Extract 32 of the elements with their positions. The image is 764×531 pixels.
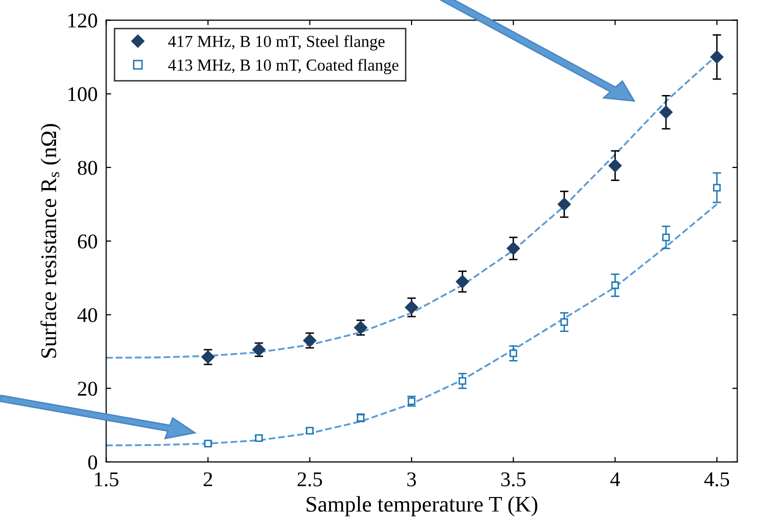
point [560,318,568,326]
point [611,281,619,290]
point [713,184,721,192]
x-tick-label: 4.5 [704,472,730,486]
legend-label: 417 MHz, B 10 mT, Steel flange [168,35,385,51]
y-tick-label: 40 [77,308,98,322]
point [458,377,466,385]
y-axis-title: Surface resistance R$_{s}$ (nΩ) [40,124,61,358]
x-tick-label: 1.5 [95,472,118,486]
y-tick-label: 20 [78,382,98,396]
point [506,242,520,256]
y-tick-label: 60 [78,234,98,249]
point [710,50,724,64]
point [404,300,418,314]
x-tick-label: 4 [610,472,620,486]
point [659,106,673,119]
y-tick-label: 100 [68,87,98,102]
point [510,350,518,358]
point [456,274,470,288]
point [558,198,571,211]
x-axis-title: Sample temperature T (K) [306,496,538,516]
x-tick-label: 3 [407,472,416,486]
y-tick-label: 0 [88,455,98,470]
point [608,159,622,172]
x-tick-label: 2.5 [298,472,322,486]
legend-label: 413 MHz, B 10 mT, Coated flange [168,58,398,74]
x-tick-label: 2 [204,472,212,486]
x-tick-label: 3.5 [501,472,526,486]
y-tick-label: 80 [78,160,98,175]
y-tick-label: 120 [68,14,98,28]
point [662,234,670,242]
line-series [106,203,718,446]
